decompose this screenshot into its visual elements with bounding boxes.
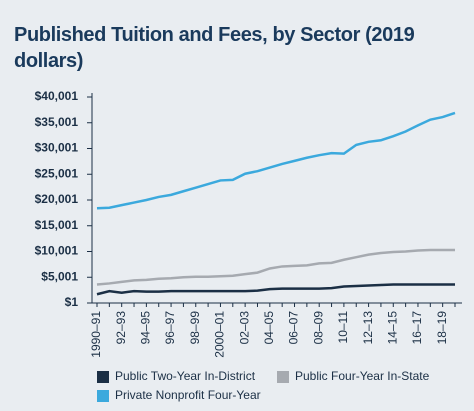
y-tick-label: $15,001 xyxy=(35,218,79,232)
y-tick-label: $40,001 xyxy=(35,89,79,103)
x-tick-label: 12–13 xyxy=(361,311,375,345)
y-tick-label: $10,001 xyxy=(35,244,79,258)
x-tick-label: 98–99 xyxy=(188,311,202,345)
series-line xyxy=(96,248,455,286)
x-tick-label: 94–95 xyxy=(139,311,153,345)
y-tick-label: $5,001 xyxy=(41,269,78,283)
x-tick-label: 02–03 xyxy=(237,311,251,345)
y-tick-label: $25,001 xyxy=(35,166,79,180)
x-tick-label: 14–15 xyxy=(385,311,399,345)
legend-swatch xyxy=(97,371,109,383)
legend-swatch xyxy=(277,371,289,383)
y-tick-label: $1 xyxy=(65,295,79,309)
x-tick-label: 06–07 xyxy=(287,311,301,345)
x-tick-label: 18–19 xyxy=(435,311,449,345)
series-line xyxy=(96,111,456,210)
legend-label: Public Four-Year In-State xyxy=(295,369,430,383)
x-tick-label: 92–93 xyxy=(114,311,128,345)
legend-swatch xyxy=(97,390,109,402)
legend-label: Public Two-Year In-District xyxy=(115,369,256,383)
series-line xyxy=(96,283,455,296)
y-tick-label: $35,001 xyxy=(35,115,79,129)
x-tick-label: 08–09 xyxy=(311,311,325,345)
y-tick-label: $20,001 xyxy=(35,192,79,206)
chart-title: Published Tuition and Fees, by Sector (2… xyxy=(14,24,415,72)
x-tick-label: 04–05 xyxy=(262,311,276,345)
y-tick-label: $30,001 xyxy=(35,141,79,155)
x-tick-label: 2000–01 xyxy=(213,311,227,358)
x-tick-label: 1990–91 xyxy=(89,311,103,358)
x-tick-label: 16–17 xyxy=(410,311,424,345)
legend-label: Private Nonprofit Four-Year xyxy=(115,388,261,402)
x-tick-label: 10–11 xyxy=(336,311,350,344)
x-tick-label: 96–97 xyxy=(163,311,177,345)
